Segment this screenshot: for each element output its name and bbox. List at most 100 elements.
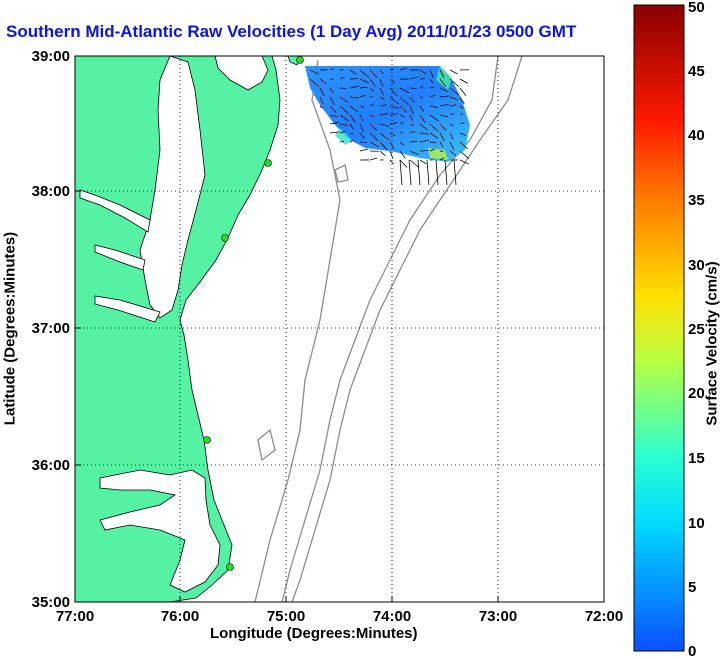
- velocity-arrow: [389, 132, 396, 137]
- velocity-arrow: [439, 103, 450, 107]
- velocity-arrow: [359, 132, 366, 139]
- velocity-arrow: [369, 95, 374, 98]
- velocity-arrow: [399, 114, 406, 118]
- velocity-arrow: [369, 141, 380, 148]
- colorbar-tick: 35: [688, 192, 705, 209]
- velocity-arrow: [459, 113, 464, 116]
- x-tick: 76:00: [161, 608, 199, 625]
- velocity-arrow: [309, 78, 320, 87]
- x-tick: 77:00: [56, 608, 94, 625]
- velocity-arrow: [379, 123, 390, 127]
- y-axis-label: Latitude (Degrees:Minutes): [1, 231, 19, 426]
- velocity-arrow: [339, 76, 345, 80]
- velocity-arrow: [399, 105, 408, 113]
- colorbar: [633, 4, 685, 652]
- y-tick: 35:00: [32, 594, 70, 611]
- velocity-arrow: [329, 114, 338, 118]
- velocity-arrow: [459, 87, 467, 97]
- velocity-arrow: [419, 96, 424, 99]
- velocity-arrow: [379, 78, 384, 87]
- velocity-arrow: [369, 103, 374, 107]
- velocity-arrow: [399, 87, 410, 94]
- velocity-arrow: [359, 141, 367, 144]
- velocity-arrow: [409, 140, 418, 143]
- colorbar-tick: 0: [688, 643, 696, 659]
- velocity-arrow: [379, 141, 388, 151]
- velocity-arrow: [379, 150, 386, 156]
- velocity-arrow: [389, 87, 398, 97]
- gridlines: [75, 56, 604, 602]
- velocity-arrow: [419, 85, 424, 89]
- velocity-arrow: [369, 157, 378, 161]
- velocity-arrow: [419, 139, 430, 143]
- velocity-arrow: [439, 123, 447, 131]
- velocity-arrow: [417, 159, 421, 186]
- velocity-arrow: [339, 130, 346, 134]
- velocity-arrow: [439, 95, 449, 98]
- map-title: Southern Mid-Atlantic Raw Velocities (1 …: [6, 22, 577, 41]
- velocity-arrow: [449, 104, 457, 107]
- velocity-arrow: [453, 159, 457, 186]
- velocity-arrow: [439, 69, 445, 78]
- velocity-arrow: [359, 78, 369, 84]
- velocity-arrow: [329, 105, 337, 113]
- station-marker: [264, 159, 272, 167]
- velocity-arrow: [349, 96, 359, 99]
- velocity-arrow: [439, 157, 445, 161]
- velocity-arrows: [309, 67, 470, 186]
- plot-frame: [74, 55, 605, 603]
- velocity-arrow: [409, 105, 414, 115]
- velocity-arrow: [399, 150, 406, 159]
- velocity-arrow: [459, 96, 465, 105]
- velocity-arrow: [439, 78, 447, 87]
- y-tick: 37:00: [32, 320, 70, 337]
- velocity-arrow: [379, 104, 387, 107]
- velocity-arrow: [449, 132, 454, 140]
- velocity-arrow: [349, 132, 354, 135]
- velocity-arrow: [389, 78, 396, 84]
- velocity-arrow: [426, 159, 430, 186]
- colorbar-tick: 10: [688, 515, 705, 532]
- velocity-arrow: [439, 132, 445, 142]
- velocity-arrow: [359, 105, 364, 108]
- velocity-arrow: [369, 78, 376, 87]
- x-tick: 72:00: [585, 608, 623, 625]
- velocity-arrow: [339, 87, 347, 90]
- velocity-arrow: [409, 123, 414, 126]
- velocity-arrow: [429, 86, 434, 89]
- velocity-arrow: [449, 78, 460, 87]
- velocity-arrow: [329, 96, 335, 106]
- velocity-arrow: [459, 141, 469, 150]
- station-marker: [296, 56, 304, 64]
- velocity-arrow: [435, 159, 439, 186]
- chesapeake-bay: [139, 56, 206, 319]
- velocity-arrow: [429, 105, 438, 108]
- velocity-arrow: [349, 139, 354, 143]
- colorbar-tick: 45: [688, 63, 705, 80]
- velocity-arrow: [329, 121, 339, 125]
- velocity-arrow: [399, 159, 408, 168]
- velocity-arrow: [349, 105, 358, 113]
- colorbar-tick: 40: [688, 127, 705, 144]
- velocity-arrow: [359, 114, 364, 122]
- velocity-arrow: [359, 86, 368, 89]
- velocity-arrow: [408, 159, 412, 186]
- velocity-arrow: [359, 123, 364, 133]
- velocity-arrow: [339, 96, 349, 103]
- velocity-arrow: [349, 69, 357, 75]
- velocity-arrow: [339, 140, 345, 143]
- velocity-arrow: [459, 132, 467, 137]
- velocity-arrow: [369, 114, 375, 118]
- velocity-arrow: [419, 132, 429, 135]
- velocity-arrow: [349, 123, 355, 130]
- velocity-arrow: [319, 105, 324, 109]
- velocity-arrow: [399, 159, 403, 186]
- velocity-arrow: [429, 141, 437, 144]
- velocity-arrow: [409, 150, 419, 156]
- colorbar-label: Surface Velocity (cm/s): [703, 261, 721, 426]
- velocity-arrow: [369, 87, 375, 92]
- velocity-arrow: [449, 150, 457, 156]
- velocity-arrow: [419, 159, 427, 165]
- velocity-arrow: [359, 148, 369, 152]
- velocity-arrow: [459, 105, 464, 109]
